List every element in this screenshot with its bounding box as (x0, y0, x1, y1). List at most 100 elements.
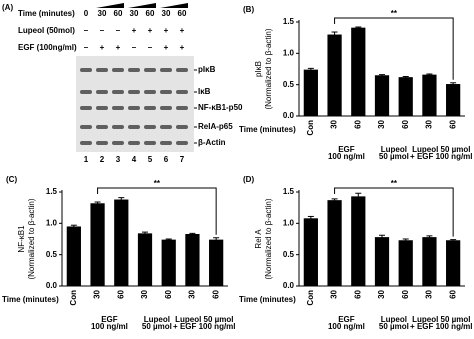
x-tick-label: 30 (188, 289, 197, 298)
x-tick-label: 30 (140, 289, 149, 298)
y-tick-label: 1.0 (283, 48, 295, 57)
bar (422, 237, 437, 286)
x-tick-label: 60 (448, 119, 457, 128)
band (176, 106, 188, 110)
row-value: + (132, 26, 137, 35)
y-tick-label: 0.0 (283, 111, 295, 120)
x-tick-label: 30 (377, 289, 386, 298)
band (96, 90, 108, 94)
y-tick-label: 1.0 (46, 218, 58, 227)
group-label: + EGF 100 ng/ml (410, 322, 472, 331)
y-label-note: (Normalized to β-actin) (264, 28, 273, 109)
row-value: 60 (146, 9, 155, 18)
bar (185, 233, 200, 286)
significance: ** (154, 179, 161, 188)
x-tick-label: 30 (377, 119, 386, 128)
panel-label: (C) (6, 175, 17, 184)
band (80, 125, 92, 129)
x-tick-label: 60 (116, 289, 125, 298)
bar (422, 74, 437, 116)
significance-bracket (334, 187, 454, 237)
band-label: RelA-p65 (198, 122, 233, 131)
lane-number: 2 (100, 155, 105, 164)
band-label: NF-κB1-p50 (198, 103, 243, 112)
band (176, 68, 188, 72)
x-label: Time (minutes) (239, 295, 296, 304)
row-value: + (180, 26, 185, 35)
band (96, 106, 108, 110)
row-value: – (100, 26, 105, 35)
bar (209, 239, 224, 286)
group-label: 100 ng/ml (328, 152, 365, 161)
band (112, 90, 124, 94)
group-label: Lupeol (381, 315, 407, 324)
y-label: NF-κB1 (17, 225, 26, 253)
row-value: – (148, 43, 153, 52)
group-label: EGF (101, 315, 118, 324)
x-tick-label: 60 (401, 119, 410, 128)
band-label: pIκB (198, 65, 216, 74)
x-label: Time (minutes) (239, 125, 296, 134)
row-label: EGF (100ng/ml) (18, 43, 77, 52)
y-label-note: (Normalized to β-actin) (27, 198, 36, 279)
y-tick-label: 1.5 (283, 17, 295, 26)
band (96, 68, 108, 72)
bar (398, 77, 413, 116)
band (80, 68, 92, 72)
row-value: + (164, 43, 169, 52)
y-tick-label: 1.5 (46, 187, 58, 196)
group-label: 100 ng/ml (328, 322, 365, 331)
x-tick-label: Con (69, 290, 78, 306)
x-tick-label: 30 (93, 289, 102, 298)
row-value: – (132, 43, 137, 52)
row-value: 30 (130, 9, 139, 18)
bar (161, 239, 176, 286)
row-value: + (116, 43, 121, 52)
bar (66, 226, 81, 286)
band (80, 141, 92, 145)
group-label: Lupeol (144, 315, 170, 324)
lane-number: 5 (148, 155, 153, 164)
bar (114, 199, 129, 286)
band-label: β-Actin (198, 138, 226, 147)
bar (137, 233, 153, 286)
bar (303, 218, 318, 286)
band (80, 106, 92, 110)
significance-bracket (97, 187, 217, 235)
x-tick-label: 60 (448, 289, 457, 298)
y-tick-label: 0.0 (46, 281, 58, 290)
band (112, 68, 124, 72)
band (176, 141, 188, 145)
group-label: EGF (338, 145, 355, 154)
x-tick-label: 30 (425, 289, 434, 298)
row-value: 30 (98, 9, 107, 18)
band (144, 90, 156, 94)
bar (327, 200, 342, 286)
row-value: + (100, 43, 105, 52)
x-label: Time (minutes) (2, 295, 59, 304)
band (144, 106, 156, 110)
band (128, 90, 140, 94)
x-tick-label: Con (306, 120, 315, 136)
time-wedge (96, 3, 124, 8)
row-value: – (84, 26, 89, 35)
significance-bracket (334, 17, 454, 80)
band (128, 141, 140, 145)
y-label-note: (Normalized to β-actin) (264, 198, 273, 279)
panel-label: (A) (2, 3, 13, 12)
band (160, 125, 172, 129)
panel-label: (D) (243, 175, 254, 184)
group-label: 50 µmol (379, 322, 409, 331)
x-tick-label: 30 (330, 289, 339, 298)
x-tick-label: 30 (425, 119, 434, 128)
bar (446, 240, 461, 286)
group-label: Lupeol 50 µmol (175, 315, 233, 324)
group-label: 50 µmol (379, 152, 409, 161)
x-tick-label: 60 (401, 289, 410, 298)
band (144, 141, 156, 145)
bar (303, 69, 318, 116)
bar (327, 34, 342, 116)
band (160, 68, 172, 72)
y-tick-label: 0.5 (46, 250, 58, 259)
band (112, 106, 124, 110)
